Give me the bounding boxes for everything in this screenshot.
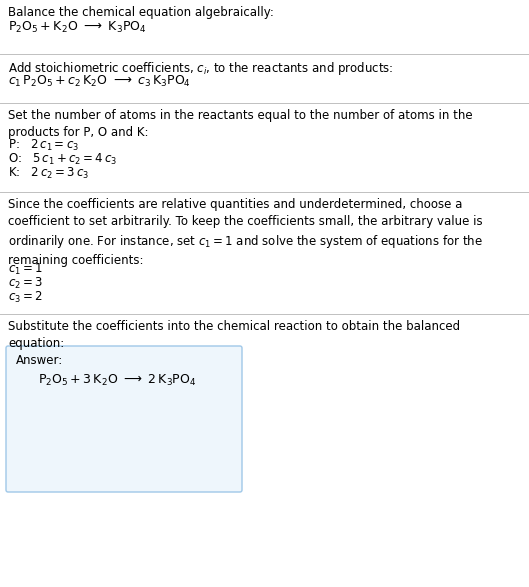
Text: $c_2 = 3$: $c_2 = 3$ (8, 276, 43, 291)
Text: O:   $5\,c_1 + c_2 = 4\,c_3$: O: $5\,c_1 + c_2 = 4\,c_3$ (8, 152, 117, 167)
FancyBboxPatch shape (6, 346, 242, 492)
Text: P:   $2\,c_1 = c_3$: P: $2\,c_1 = c_3$ (8, 138, 79, 153)
Text: Substitute the coefficients into the chemical reaction to obtain the balanced
eq: Substitute the coefficients into the che… (8, 320, 460, 350)
Text: Add stoichiometric coefficients, $c_i$, to the reactants and products:: Add stoichiometric coefficients, $c_i$, … (8, 60, 394, 77)
Text: $\mathrm{P_2O_5 + K_2O \ \longrightarrow \ K_3PO_4}$: $\mathrm{P_2O_5 + K_2O \ \longrightarrow… (8, 20, 147, 35)
Text: K:   $2\,c_2 = 3\,c_3$: K: $2\,c_2 = 3\,c_3$ (8, 166, 89, 181)
Text: $c_3 = 2$: $c_3 = 2$ (8, 290, 43, 305)
Text: Since the coefficients are relative quantities and underdetermined, choose a
coe: Since the coefficients are relative quan… (8, 198, 483, 267)
Text: $\mathrm{P_2O_5 + 3\,K_2O \ \longrightarrow \ 2\,K_3PO_4}$: $\mathrm{P_2O_5 + 3\,K_2O \ \longrightar… (38, 373, 196, 388)
Text: Set the number of atoms in the reactants equal to the number of atoms in the
pro: Set the number of atoms in the reactants… (8, 109, 472, 139)
Text: Answer:: Answer: (16, 354, 63, 367)
Text: $c_1\,\mathrm{P_2O_5} + c_2\,\mathrm{K_2O} \ \longrightarrow \ c_3\,\mathrm{K_3P: $c_1\,\mathrm{P_2O_5} + c_2\,\mathrm{K_2… (8, 74, 191, 89)
Text: $c_1 = 1$: $c_1 = 1$ (8, 262, 43, 277)
Text: Balance the chemical equation algebraically:: Balance the chemical equation algebraica… (8, 6, 274, 19)
